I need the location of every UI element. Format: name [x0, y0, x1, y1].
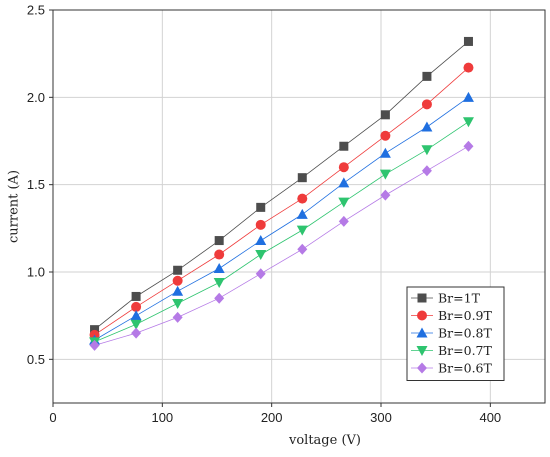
x-tick-label: 0	[49, 410, 56, 425]
y-tick-label: 2.0	[27, 90, 45, 105]
data-point-series-2	[338, 177, 350, 188]
legend-marker	[417, 310, 427, 321]
data-point-series-0	[90, 325, 100, 335]
y-tick-label: 1.0	[27, 265, 45, 280]
data-point-series-4	[214, 292, 225, 304]
data-point-series-2	[130, 310, 142, 321]
series-line-0	[94, 41, 469, 330]
data-point-series-2	[379, 147, 391, 158]
legend-label: Br=0.7T	[438, 343, 493, 358]
data-point-series-1	[297, 193, 308, 204]
x-tick-label: 200	[261, 410, 283, 425]
data-point-series-3	[421, 145, 433, 156]
data-point-series-1	[131, 301, 142, 312]
grid-lines	[53, 10, 545, 403]
data-point-series-0	[339, 141, 349, 151]
legend-marker	[416, 346, 428, 356]
legend-label: Br=1T	[438, 291, 481, 306]
legend-marker	[417, 293, 427, 303]
data-point-series-3	[213, 277, 225, 288]
data-point-series-3	[379, 169, 391, 180]
data-point-series-1	[338, 162, 349, 173]
data-point-series-3	[338, 197, 350, 208]
legend-label: Br=0.6T	[438, 361, 493, 376]
plot-frame	[52, 9, 546, 404]
data-point-series-4	[463, 140, 474, 152]
series-line-4	[94, 145, 469, 346]
data-point-series-4	[172, 311, 183, 323]
y-tick-label: 2.5	[27, 3, 45, 18]
legend-items: Br=1T Br=0.9T Br=0.8T Br=0.7T Br=0.6T	[411, 291, 493, 376]
series-markers	[89, 36, 474, 351]
x-tick-label: 400	[479, 410, 501, 425]
data-point-series-0	[380, 110, 390, 120]
data-point-series-1	[421, 99, 432, 110]
data-point-series-3	[130, 319, 142, 330]
x-tick-label: 100	[151, 410, 173, 425]
data-point-series-0	[422, 71, 432, 81]
series-lines	[94, 41, 469, 346]
legend-marker	[416, 327, 428, 338]
x-axis-ticks: 0 100 200 300 400	[49, 403, 501, 425]
data-point-series-4	[380, 189, 391, 201]
series-line-2	[94, 96, 469, 341]
data-point-series-1	[380, 130, 391, 141]
data-point-series-2	[172, 285, 184, 296]
data-point-series-0	[173, 265, 183, 275]
data-point-series-3	[296, 225, 308, 236]
y-tick-label: 0.5	[27, 352, 45, 367]
data-point-series-2	[255, 235, 267, 246]
data-point-series-3	[255, 250, 267, 261]
data-point-series-4	[255, 268, 266, 280]
data-point-series-1	[172, 275, 183, 286]
data-point-series-4	[338, 215, 349, 227]
series-line-1	[94, 67, 469, 336]
data-point-series-1	[255, 219, 266, 230]
data-point-series-1	[463, 62, 474, 73]
data-point-series-2	[462, 91, 474, 102]
data-point-series-4	[297, 243, 308, 255]
y-tick-label: 1.5	[27, 177, 45, 192]
legend-marker	[417, 362, 427, 374]
legend-label: Br=0.9T	[438, 308, 493, 323]
data-point-series-4	[131, 327, 142, 339]
data-point-series-2	[213, 263, 225, 274]
data-point-series-0	[297, 173, 307, 183]
legend: Br=1T Br=0.9T Br=0.8T Br=0.7T Br=0.6T	[406, 286, 505, 381]
data-point-series-0	[214, 236, 224, 246]
x-axis-title: voltage (V)	[288, 433, 361, 448]
data-point-series-3	[462, 117, 474, 128]
data-point-series-0	[256, 202, 266, 212]
y-axis-ticks: 0.5 1.0 1.5 2.0 2.5	[27, 3, 53, 367]
data-point-series-4	[421, 165, 432, 177]
data-point-series-0	[131, 291, 141, 301]
data-point-series-0	[463, 36, 473, 46]
data-point-series-2	[296, 208, 308, 219]
x-tick-label: 300	[370, 410, 392, 425]
data-point-series-3	[172, 298, 184, 309]
legend-label: Br=0.8T	[438, 326, 493, 341]
series-line-3	[94, 121, 469, 343]
data-point-series-1	[214, 249, 225, 260]
y-axis-title: current (A)	[7, 170, 22, 243]
data-point-series-2	[421, 121, 433, 132]
data-point-series-4	[89, 339, 100, 351]
